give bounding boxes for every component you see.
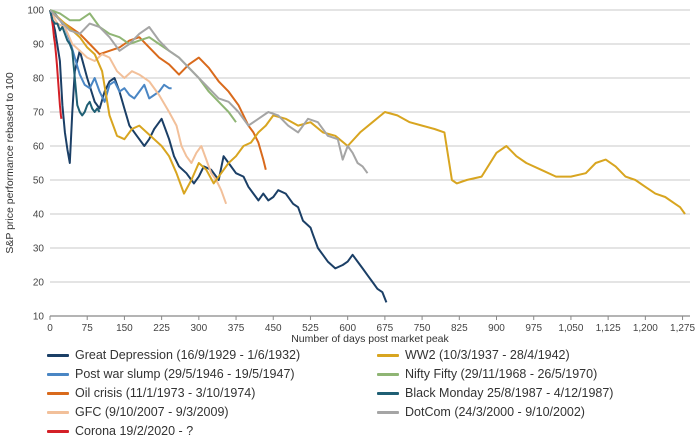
- series-line-ww2-10-3-1937-28-4-1942: [49, 9, 686, 215]
- x-tick-label: 150: [116, 323, 133, 334]
- x-tick-label: 450: [265, 323, 282, 334]
- y-tick-label: 40: [33, 210, 45, 221]
- x-tick-label: 600: [339, 323, 356, 334]
- y-tick-label: 10: [33, 312, 45, 323]
- x-tick-label: 975: [525, 323, 542, 334]
- series-line-nifty-fifty-29-11-1968-26-5-1970: [49, 9, 237, 123]
- x-tick-label: 750: [414, 323, 431, 334]
- x-tick-label: 675: [377, 323, 394, 334]
- x-tick-label: 525: [302, 323, 319, 334]
- gridlines: [50, 9, 690, 317]
- x-tick-label: 225: [153, 323, 170, 334]
- y-tick-label: 80: [33, 74, 45, 85]
- x-tick-label: 375: [228, 323, 245, 334]
- axes: 10 20 30 40 50 60 70 80 90 100 0 75 150 225 300 375 450 5…: [27, 6, 695, 335]
- series-line-great-depression-16-9-1929-1-6-1932: [49, 9, 388, 303]
- x-tick-label: 1,125: [596, 323, 621, 334]
- y-tick-label: 20: [33, 278, 45, 289]
- y-tick-label: 60: [33, 142, 45, 153]
- x-tick-label: 1,275: [670, 323, 695, 334]
- x-axis-title: Number of days post market peak: [291, 333, 449, 345]
- series-line-gfc-9-10-2007-9-3-2009: [49, 9, 228, 205]
- series-line-dotcom-24-3-2000-9-10-2002: [49, 9, 369, 174]
- x-tick-label: 300: [190, 323, 207, 334]
- y-tick-label: 30: [33, 244, 45, 255]
- series-line-black-monday-25-8-1987-4-12-1987: [49, 9, 101, 117]
- series-lines: [49, 9, 686, 303]
- x-tick-label: 825: [451, 323, 468, 334]
- y-tick-label: 70: [33, 108, 45, 119]
- y-axis-title: S&P price performance rebased to 100: [4, 72, 16, 253]
- x-tick-label: 1,200: [633, 323, 658, 334]
- y-tick-label: 100: [27, 6, 44, 17]
- series-line-post-war-slump-29-5-1946-19-5-1947: [49, 9, 172, 103]
- y-tick-label: 50: [33, 176, 45, 187]
- y-tick-label: 90: [33, 40, 45, 51]
- x-tick-label: 900: [488, 323, 505, 334]
- x-tick-label: 0: [47, 323, 53, 334]
- x-tick-label: 75: [82, 323, 94, 334]
- x-tick-label: 1,050: [558, 323, 583, 334]
